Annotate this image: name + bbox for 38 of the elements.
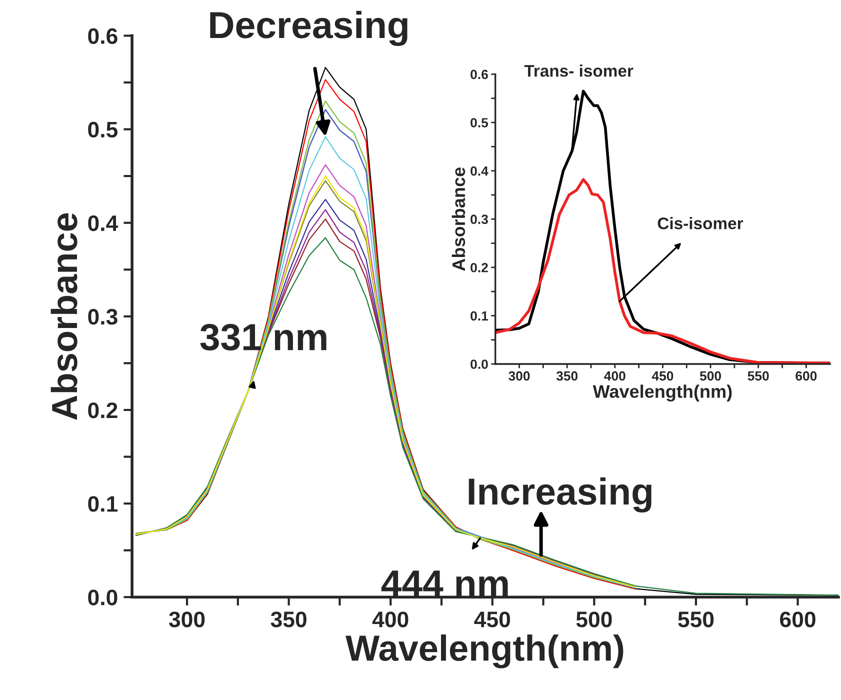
x-tick-label: 450	[474, 612, 510, 628]
x-tick-label: 450	[652, 371, 674, 381]
y-tick-label: 0.6	[470, 70, 488, 80]
y-tick-label: 0.3	[470, 214, 488, 224]
y-axis-title: Absorbance	[50, 213, 78, 420]
x-tick-label: 350	[270, 612, 306, 628]
y-tick-label: 0.1	[88, 496, 118, 512]
annotation: Decreasing	[210, 10, 408, 46]
x-tick-label: 550	[678, 612, 714, 628]
x-tick-label: 550	[748, 371, 769, 381]
x-tick-label: 500	[700, 371, 721, 381]
y-tick-label: 0.1	[470, 311, 488, 321]
x-tick-label: 300	[168, 612, 205, 628]
x-tick-label: 400	[604, 371, 626, 381]
x-tick-label: 500	[576, 612, 612, 628]
x-tick-label: 600	[780, 612, 816, 628]
x-tick-label: 600	[796, 371, 817, 381]
y-tick-label: 0.6	[88, 28, 118, 44]
annotation: Increasing	[468, 477, 652, 512]
x-axis-title: Wavelength(nm)	[346, 634, 624, 668]
annotation: 331 nm	[200, 324, 326, 350]
x-axis-title: Wavelength(nm)	[592, 384, 732, 402]
y-tick-label: 0.3	[88, 308, 118, 325]
annotation: Cis-isomer	[658, 217, 744, 230]
annotation: 444 nm	[381, 570, 508, 596]
y-tick-label: 0.0	[88, 590, 118, 606]
y-tick-label: 0.5	[88, 122, 118, 138]
y-tick-label: 0.4	[470, 166, 488, 176]
y-axis-title: Absorbance	[452, 168, 466, 271]
annotation: Trans- isomer	[524, 64, 634, 77]
y-tick-label: 0.0	[470, 360, 488, 369]
y-tick-label: 0.2	[88, 402, 118, 418]
y-tick-label: 0.2	[470, 262, 488, 272]
x-tick-label: 350	[556, 371, 578, 381]
y-tick-label: 0.4	[88, 215, 118, 232]
x-tick-label: 300	[508, 371, 530, 381]
y-tick-label: 0.5	[470, 118, 488, 128]
x-tick-label: 400	[372, 612, 408, 628]
